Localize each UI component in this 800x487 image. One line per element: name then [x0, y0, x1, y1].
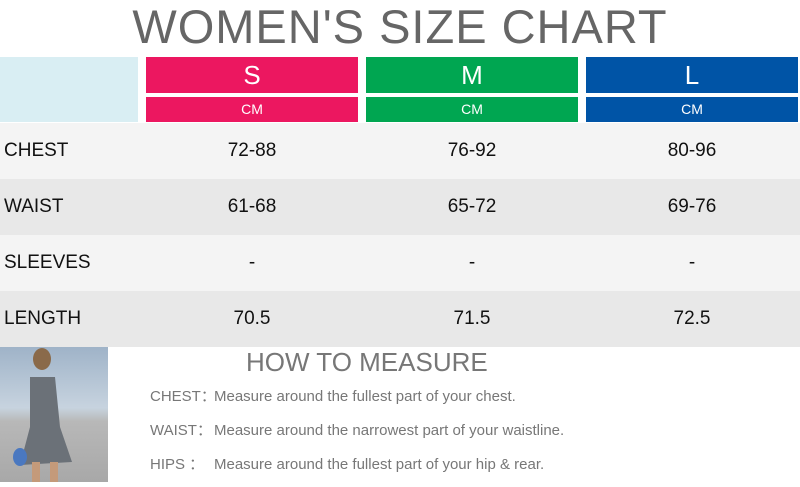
how-to-measure-title: HOW TO MEASURE	[246, 347, 488, 377]
instruction-text: Measure around the fullest part of your …	[214, 456, 545, 473]
table-cell: 80-96	[667, 140, 717, 161]
unit-label: CM	[366, 97, 578, 122]
row-label: LENGTH	[4, 308, 82, 329]
size-header-l: L	[586, 57, 798, 93]
page-title: WOMEN'S SIZE CHART	[132, 0, 668, 53]
instruction-label: CHEST：	[150, 388, 216, 405]
row-label: CHEST	[4, 140, 69, 161]
table-cell: 71.5	[453, 308, 491, 329]
table-cell: 61-68	[227, 196, 277, 217]
row-label: SLEEVES	[4, 252, 91, 273]
table-cell: 76-92	[447, 140, 497, 161]
table-row: CHEST 72-88 76-92 80-96	[0, 123, 800, 179]
instruction-label: WAIST：	[150, 422, 212, 439]
row-label: WAIST	[4, 196, 64, 217]
instruction-item: WAIST： Measure around the narrowest part …	[150, 419, 564, 440]
table-cell: -	[248, 252, 256, 273]
table-cell: 70.5	[233, 308, 271, 329]
instruction-text: Measure around the narrowest part of you…	[214, 422, 565, 439]
table-row: SLEEVES - - -	[0, 235, 800, 291]
unit-label: CM	[586, 97, 798, 122]
model-photo	[0, 347, 108, 482]
table-cell: 65-72	[447, 196, 497, 217]
table-row: WAIST 61-68 65-72 69-76	[0, 179, 800, 235]
instruction-item: HIPS ： Measure around the fullest part of…	[150, 453, 544, 474]
header-corner	[0, 57, 138, 122]
instruction-label: HIPS ：	[150, 456, 205, 473]
instruction-text: Measure around the fullest part of your …	[214, 388, 516, 405]
table-cell: 69-76	[667, 196, 717, 217]
size-header-m: M	[366, 57, 578, 93]
instruction-item: CHEST：Measure around the fullest part of…	[150, 385, 516, 406]
table-row: LENGTH 70.5 71.5 72.5	[0, 291, 800, 347]
model-figure-icon	[13, 348, 72, 482]
table-cell: -	[468, 252, 476, 273]
table-cell: -	[688, 252, 696, 273]
size-header-s: S	[146, 57, 358, 93]
table-cell: 72.5	[673, 308, 711, 329]
table-cell: 72-88	[227, 140, 277, 161]
unit-label: CM	[146, 97, 358, 122]
